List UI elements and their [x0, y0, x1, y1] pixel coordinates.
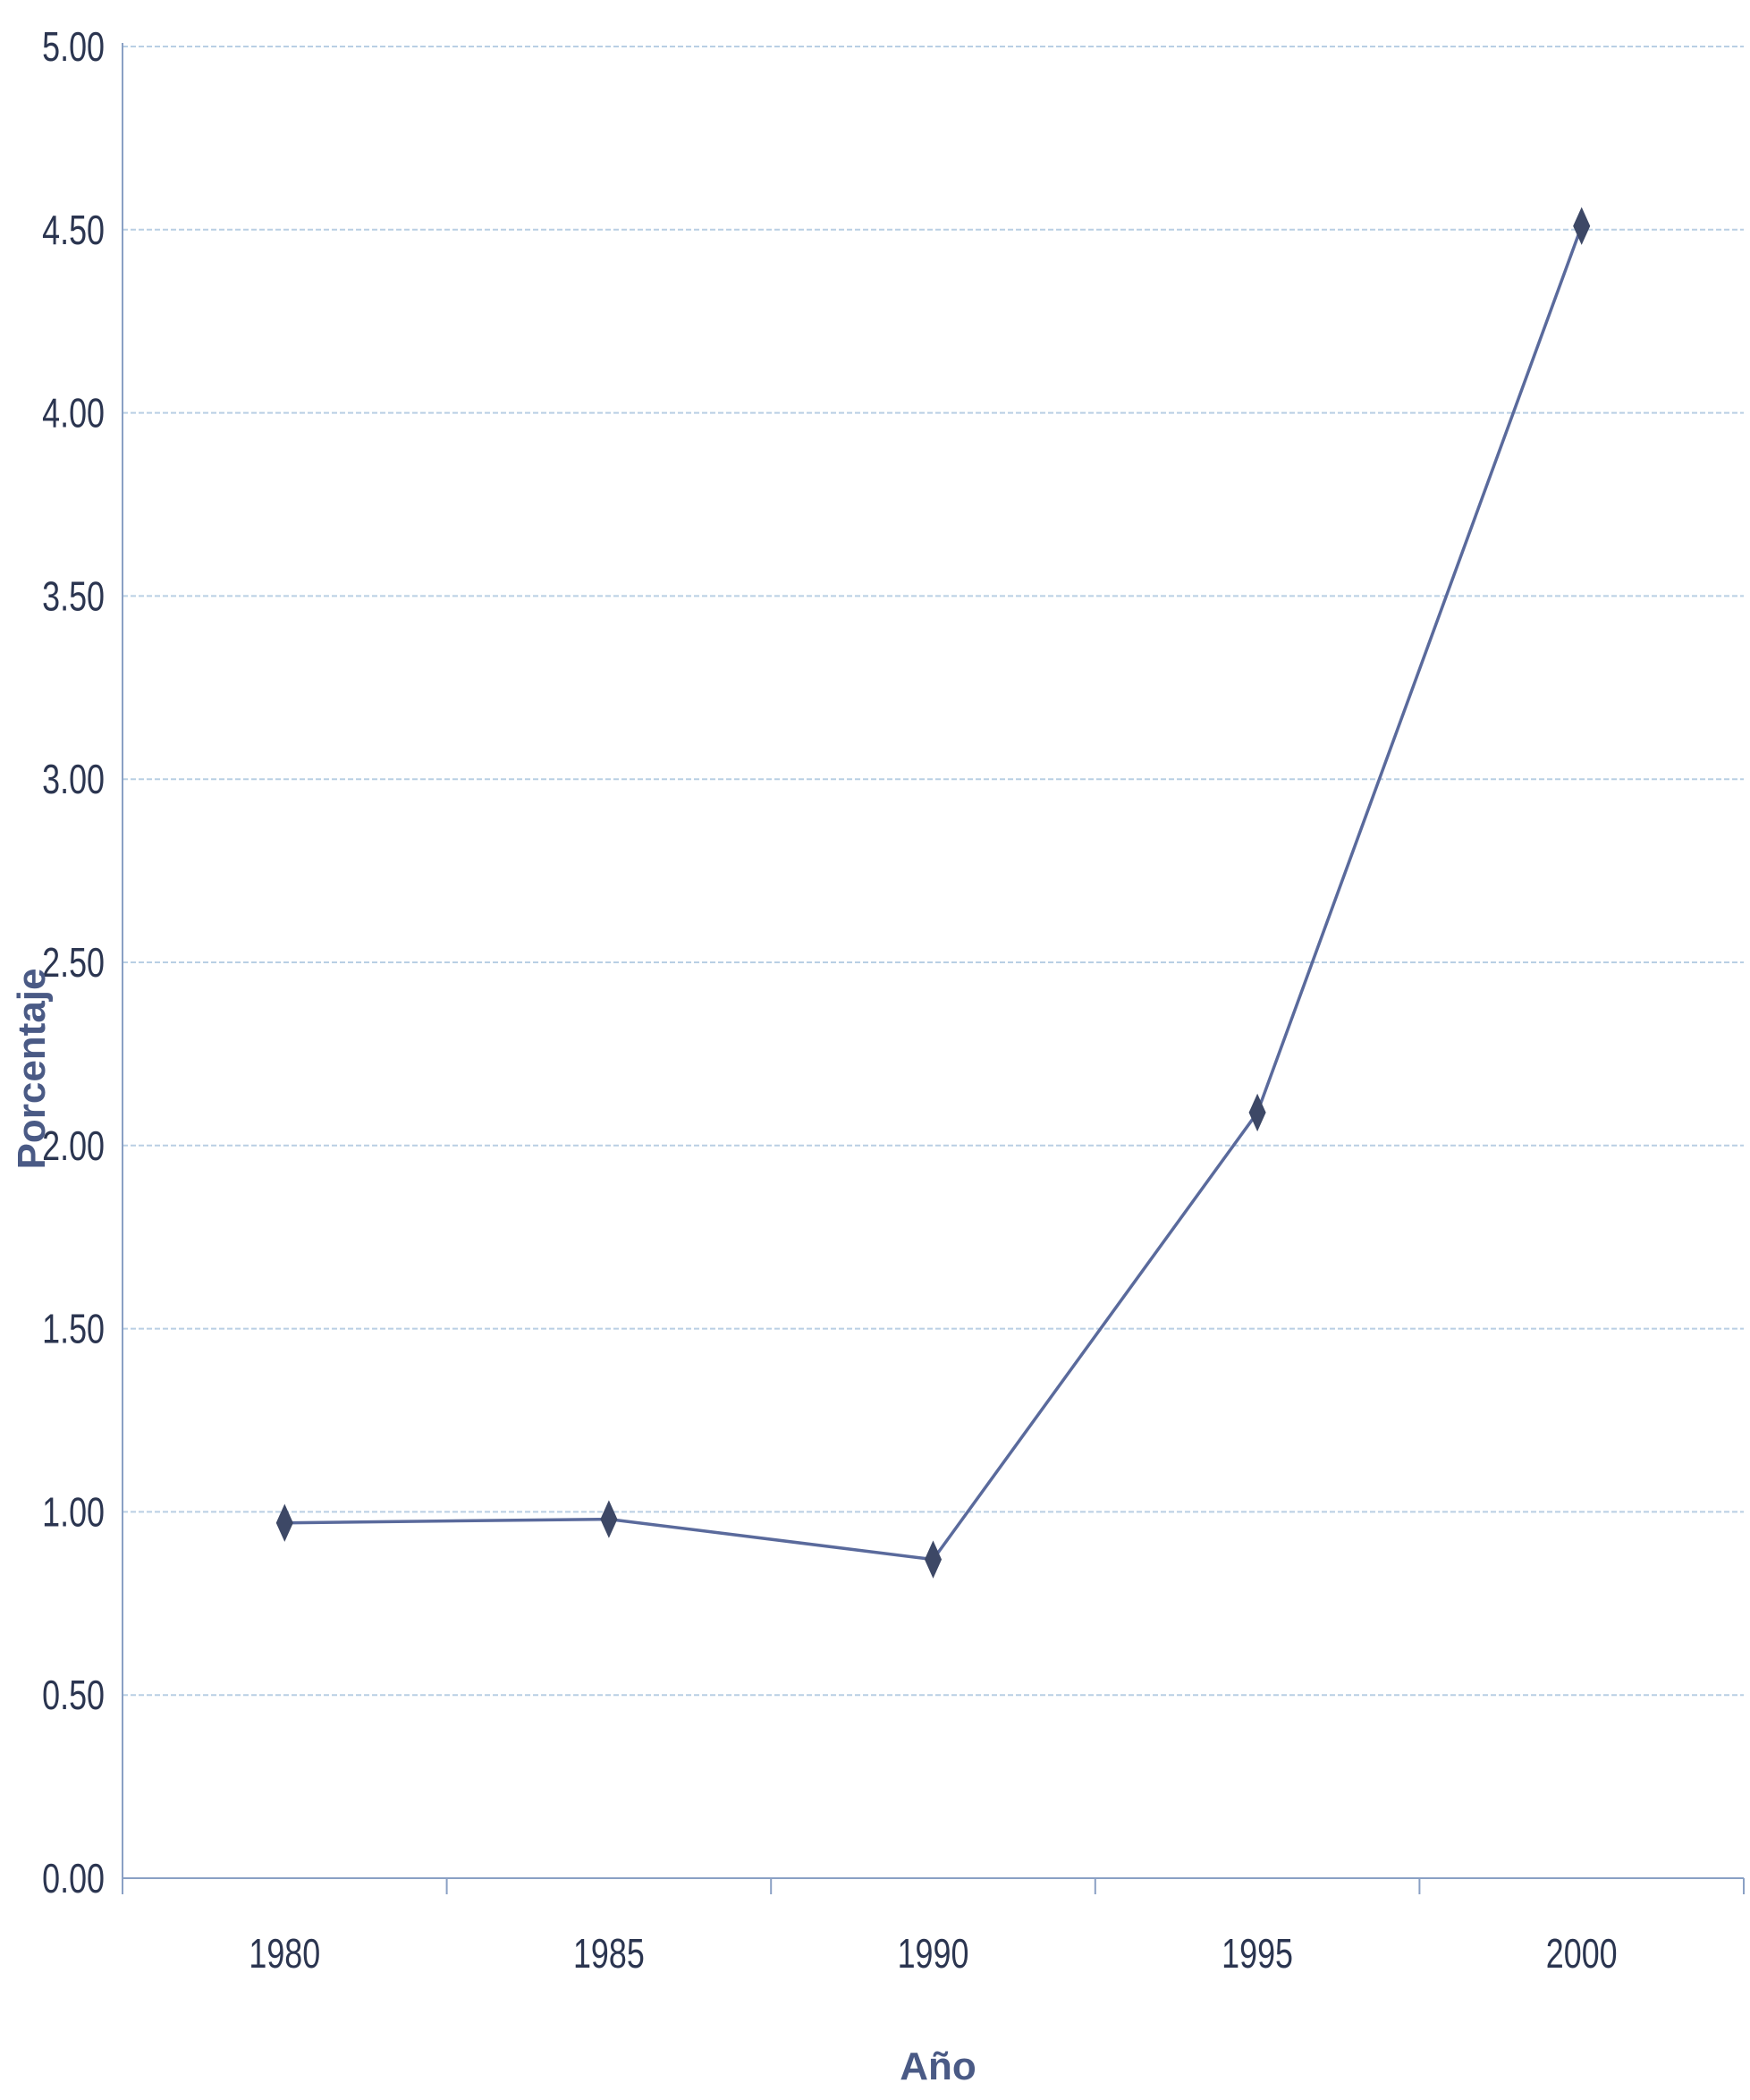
series-line: [284, 225, 1584, 1562]
axes: [122, 43, 1745, 1894]
y-tick-label: 2.50: [42, 940, 105, 986]
x-tick-labels: 1980 1985 1990 1995 2000: [249, 1931, 1617, 1977]
data-series: [275, 207, 1591, 1579]
y-tick-label: 3.00: [42, 757, 105, 802]
x-tick-label: 1980: [249, 1931, 320, 1977]
y-axis-title: Porcentaje: [10, 969, 54, 1170]
x-axis-title: Año: [900, 2045, 976, 2088]
y-tick-labels: 0.00 0.50 1.00 1.50 2.00 2.50 3.00 3.50 4.00 4.50…: [42, 24, 105, 1901]
y-tick-label: 4.00: [42, 390, 105, 436]
x-tick-label: 2000: [1546, 1931, 1618, 1977]
y-tick-label: 4.50: [42, 207, 105, 253]
x-tick-label: 1995: [1222, 1931, 1293, 1977]
x-tick-label: 1985: [573, 1931, 645, 1977]
gridlines: [123, 46, 1744, 1697]
data-point-marker: [924, 1540, 943, 1579]
y-tick-label: 2.00: [42, 1123, 105, 1169]
y-tick-label: 3.50: [42, 573, 105, 619]
y-tick-label: 5.00: [42, 24, 105, 70]
y-tick-label: 1.00: [42, 1489, 105, 1535]
data-point-marker: [1248, 1093, 1266, 1132]
x-tick-label: 1990: [898, 1931, 969, 1977]
data-point-marker: [600, 1500, 618, 1538]
data-point-marker: [275, 1503, 293, 1542]
y-tick-label: 0.00: [42, 1856, 105, 1901]
y-tick-label: 0.50: [42, 1672, 105, 1718]
y-tick-label: 1.50: [42, 1306, 105, 1351]
data-point-marker: [1573, 207, 1591, 245]
